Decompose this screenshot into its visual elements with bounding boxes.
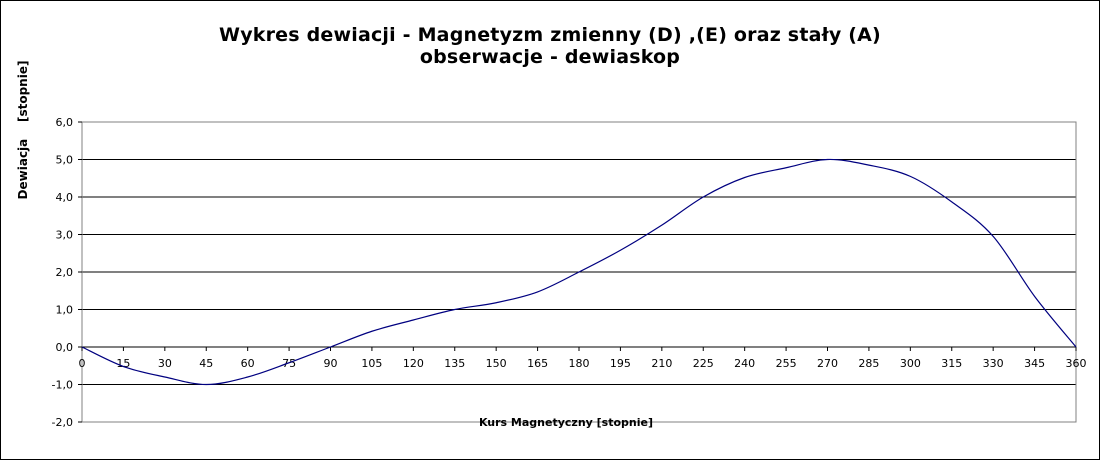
x-tick-label: 195 (610, 357, 631, 370)
y-tick-label: 2,0 (56, 266, 74, 279)
x-tick-label: 315 (941, 357, 962, 370)
y-tick-label: 6,0 (56, 116, 74, 129)
x-tick-label: 135 (444, 357, 465, 370)
x-tick-label: 225 (693, 357, 714, 370)
x-tick-label: 345 (1024, 357, 1045, 370)
x-tick-label: 60 (241, 357, 255, 370)
x-tick-label: 30 (158, 357, 172, 370)
x-tick-label: 120 (403, 357, 424, 370)
x-tick-label: 15 (116, 357, 130, 370)
y-tick-label: -1,0 (52, 379, 73, 392)
x-tick-label: 300 (900, 357, 921, 370)
x-tick-label: 150 (486, 357, 507, 370)
x-tick-label: 105 (361, 357, 382, 370)
x-tick-label: 255 (776, 357, 797, 370)
deviation-series-line (81, 158, 1077, 386)
x-tick-label: 90 (324, 357, 338, 370)
x-tick-label: 45 (199, 357, 213, 370)
x-tick-label: 75 (282, 357, 296, 370)
y-axis-title: Dewiacja [stopnie] (16, 61, 30, 200)
y-tick-label: 5,0 (56, 154, 74, 167)
x-axis-title: Kurs Magnetyczny [stopnie] (479, 416, 653, 429)
x-tick-label: 165 (527, 357, 548, 370)
y-tick-label: 4,0 (56, 191, 74, 204)
chart-subtitle: obserwacje - dewiaskop (419, 46, 681, 68)
x-tick-label: 285 (858, 357, 879, 370)
x-tick-label: 0 (79, 357, 86, 370)
x-tick-label: 240 (734, 357, 755, 370)
x-tick-label: 180 (569, 357, 590, 370)
y-tick-label: 3,0 (56, 229, 74, 242)
x-tick-label: 210 (651, 357, 672, 370)
chart-title: Wykres dewiacji - Magnetyzm zmienny (D) … (219, 24, 881, 46)
y-tick-label: -2,0 (52, 416, 73, 429)
x-tick-label: 330 (983, 357, 1004, 370)
y-tick-label: 1,0 (56, 304, 74, 317)
x-tick-label: 270 (817, 357, 838, 370)
y-tick-label: 0,0 (56, 341, 74, 354)
x-tick-label: 360 (1066, 357, 1087, 370)
